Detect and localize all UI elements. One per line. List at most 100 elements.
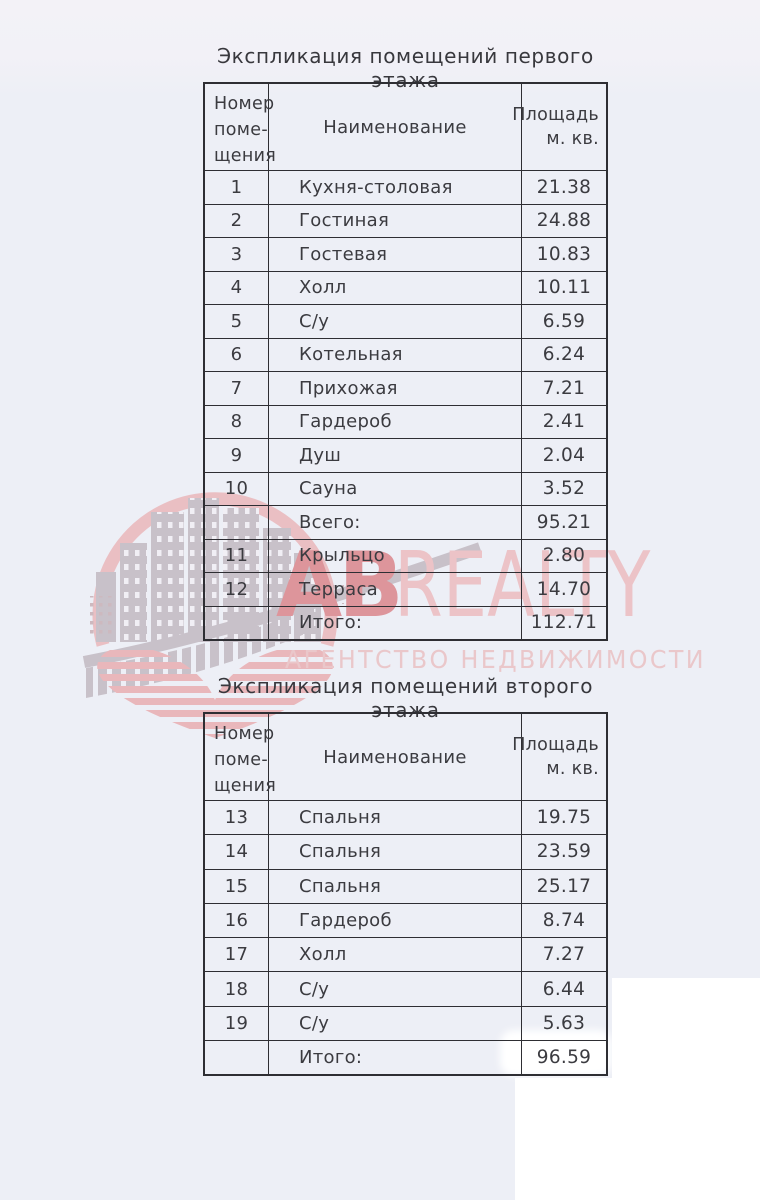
room-area-cell: 6.44 xyxy=(542,978,586,1000)
table-row: 3 Гостевая 10.83 xyxy=(205,237,606,271)
room-number-cell: 11 xyxy=(205,539,269,572)
room-name-cell: Гардероб xyxy=(269,903,522,938)
room-number-cell: 17 xyxy=(205,938,269,972)
room-number-cell: 6 xyxy=(205,338,269,371)
room-area-cell: 6.59 xyxy=(542,310,586,332)
room-name-cell: Итого: xyxy=(269,1041,522,1075)
header-room-name: Наименование xyxy=(269,84,522,170)
scan-white-patch xyxy=(515,1078,760,1200)
header-room-area: Площадь м. кв. xyxy=(512,735,599,779)
room-number-cell: 14 xyxy=(205,835,269,869)
scan-white-patch xyxy=(500,1030,612,1076)
room-name-cell: С/у xyxy=(269,972,522,1006)
room-number-cell xyxy=(205,1041,269,1075)
table-header-row: Номер поме- щения Наименование Площадь м… xyxy=(205,84,606,170)
room-area-cell: 2.80 xyxy=(542,545,586,567)
table-row: 14 Спальня 23.59 xyxy=(205,834,606,869)
room-area-cell: 3.52 xyxy=(542,478,586,500)
room-area-cell: 7.21 xyxy=(542,377,586,399)
first-floor-title: Экспликация помещений первого этажа xyxy=(217,44,594,92)
table-row: 15 Спальня 25.17 xyxy=(205,868,606,903)
room-number-cell: 19 xyxy=(205,1006,269,1041)
room-number-cell: 16 xyxy=(205,903,269,938)
room-name-cell: Спальня xyxy=(269,869,522,903)
room-area-cell: 24.88 xyxy=(536,210,592,232)
first-floor-table: Номер поме- щения Наименование Площадь м… xyxy=(203,82,608,641)
room-name-cell: Терраса xyxy=(269,573,522,606)
room-name-cell: Гостиная xyxy=(269,204,522,237)
table-row: 10 Сауна 3.52 xyxy=(205,471,606,505)
room-area-cell: 14.70 xyxy=(536,578,592,600)
room-name-cell: Итого: xyxy=(269,606,522,639)
room-number-cell: 18 xyxy=(205,972,269,1006)
room-number-cell: 8 xyxy=(205,405,269,438)
table-row: 2 Гостиная 24.88 xyxy=(205,203,606,237)
header-room-number: Номер поме- щения xyxy=(205,84,276,170)
table-row: 12 Терраса 14.70 xyxy=(205,572,606,606)
room-number-cell: 3 xyxy=(205,238,269,271)
header-room-number: Номер поме- щения xyxy=(205,714,276,800)
room-number-cell: 5 xyxy=(205,305,269,338)
room-number-cell: 9 xyxy=(205,439,269,472)
room-area-cell: 112.71 xyxy=(530,612,598,634)
room-name-cell: Душ xyxy=(269,439,522,472)
table-row: 11 Крыльцо 2.80 xyxy=(205,538,606,572)
room-number-cell xyxy=(205,606,269,639)
room-area-cell: 2.04 xyxy=(542,444,586,466)
room-number-cell: 15 xyxy=(205,869,269,903)
table-row: 19 С/у 5.63 xyxy=(205,1005,606,1041)
room-name-cell: Всего: xyxy=(269,506,522,539)
table-row: 6 Котельная 6.24 xyxy=(205,337,606,371)
table-row: 5 С/у 6.59 xyxy=(205,304,606,338)
table-row: 13 Спальня 19.75 xyxy=(205,800,606,835)
room-number-cell: 13 xyxy=(205,801,269,835)
room-name-cell: Гардероб xyxy=(269,405,522,438)
table-row: 7 Прихожая 7.21 xyxy=(205,371,606,405)
room-number-cell: 12 xyxy=(205,573,269,606)
watermark-tagline: АГЕНТСТВО НЕДВИЖИМОСТИ xyxy=(285,645,706,674)
room-name-cell: Сауна xyxy=(269,472,522,505)
room-area-cell: 2.41 xyxy=(542,411,586,433)
table-row: Всего: 95.21 xyxy=(205,505,606,539)
table-row: 1 Кухня-столовая 21.38 xyxy=(205,170,606,204)
room-name-cell: Кухня-столовая xyxy=(269,171,522,204)
room-number-cell: 4 xyxy=(205,271,269,304)
table-row: 16 Гардероб 8.74 xyxy=(205,902,606,938)
room-area-cell: 25.17 xyxy=(536,875,592,897)
room-name-cell: Холл xyxy=(269,938,522,972)
room-area-cell: 6.24 xyxy=(542,344,586,366)
table-row: 8 Гардероб 2.41 xyxy=(205,404,606,438)
table-row: 9 Душ 2.04 xyxy=(205,438,606,472)
first-floor-rows: 1 Кухня-столовая 21.38 2 Гостиная 24.88 … xyxy=(205,170,606,639)
second-floor-table: Номер поме- щения Наименование Площадь м… xyxy=(203,712,608,1077)
room-number-cell: 10 xyxy=(205,472,269,505)
room-name-cell: Холл xyxy=(269,271,522,304)
table-row: 17 Холл 7.27 xyxy=(205,937,606,972)
header-room-area: Площадь м. кв. xyxy=(512,105,599,149)
table-row: Итого: 112.71 xyxy=(205,605,606,639)
room-name-cell: Спальня xyxy=(269,835,522,869)
room-name-cell: Гостевая xyxy=(269,238,522,271)
room-number-cell xyxy=(205,506,269,539)
room-area-cell: 23.59 xyxy=(536,841,592,863)
table-row: 4 Холл 10.11 xyxy=(205,270,606,304)
room-area-cell: 96.59 xyxy=(536,1047,592,1069)
room-area-cell: 5.63 xyxy=(542,1012,586,1034)
room-name-cell: С/у xyxy=(269,1006,522,1041)
room-name-cell: Прихожая xyxy=(269,372,522,405)
room-area-cell: 8.74 xyxy=(542,910,586,932)
room-number-cell: 2 xyxy=(205,204,269,237)
room-area-cell: 7.27 xyxy=(542,944,586,966)
second-floor-rows: 13 Спальня 19.75 14 Спальня 23.59 15 Спа… xyxy=(205,800,606,1075)
room-number-cell: 7 xyxy=(205,372,269,405)
room-number-cell: 1 xyxy=(205,171,269,204)
room-area-cell: 95.21 xyxy=(536,511,592,533)
table-row: 18 С/у 6.44 xyxy=(205,971,606,1006)
header-room-name: Наименование xyxy=(269,714,522,800)
room-area-cell: 19.75 xyxy=(536,807,592,829)
room-name-cell: Крыльцо xyxy=(269,539,522,572)
table-row: Итого: 96.59 xyxy=(205,1040,606,1075)
room-area-cell: 10.11 xyxy=(536,277,592,299)
room-area-cell: 21.38 xyxy=(536,176,592,198)
